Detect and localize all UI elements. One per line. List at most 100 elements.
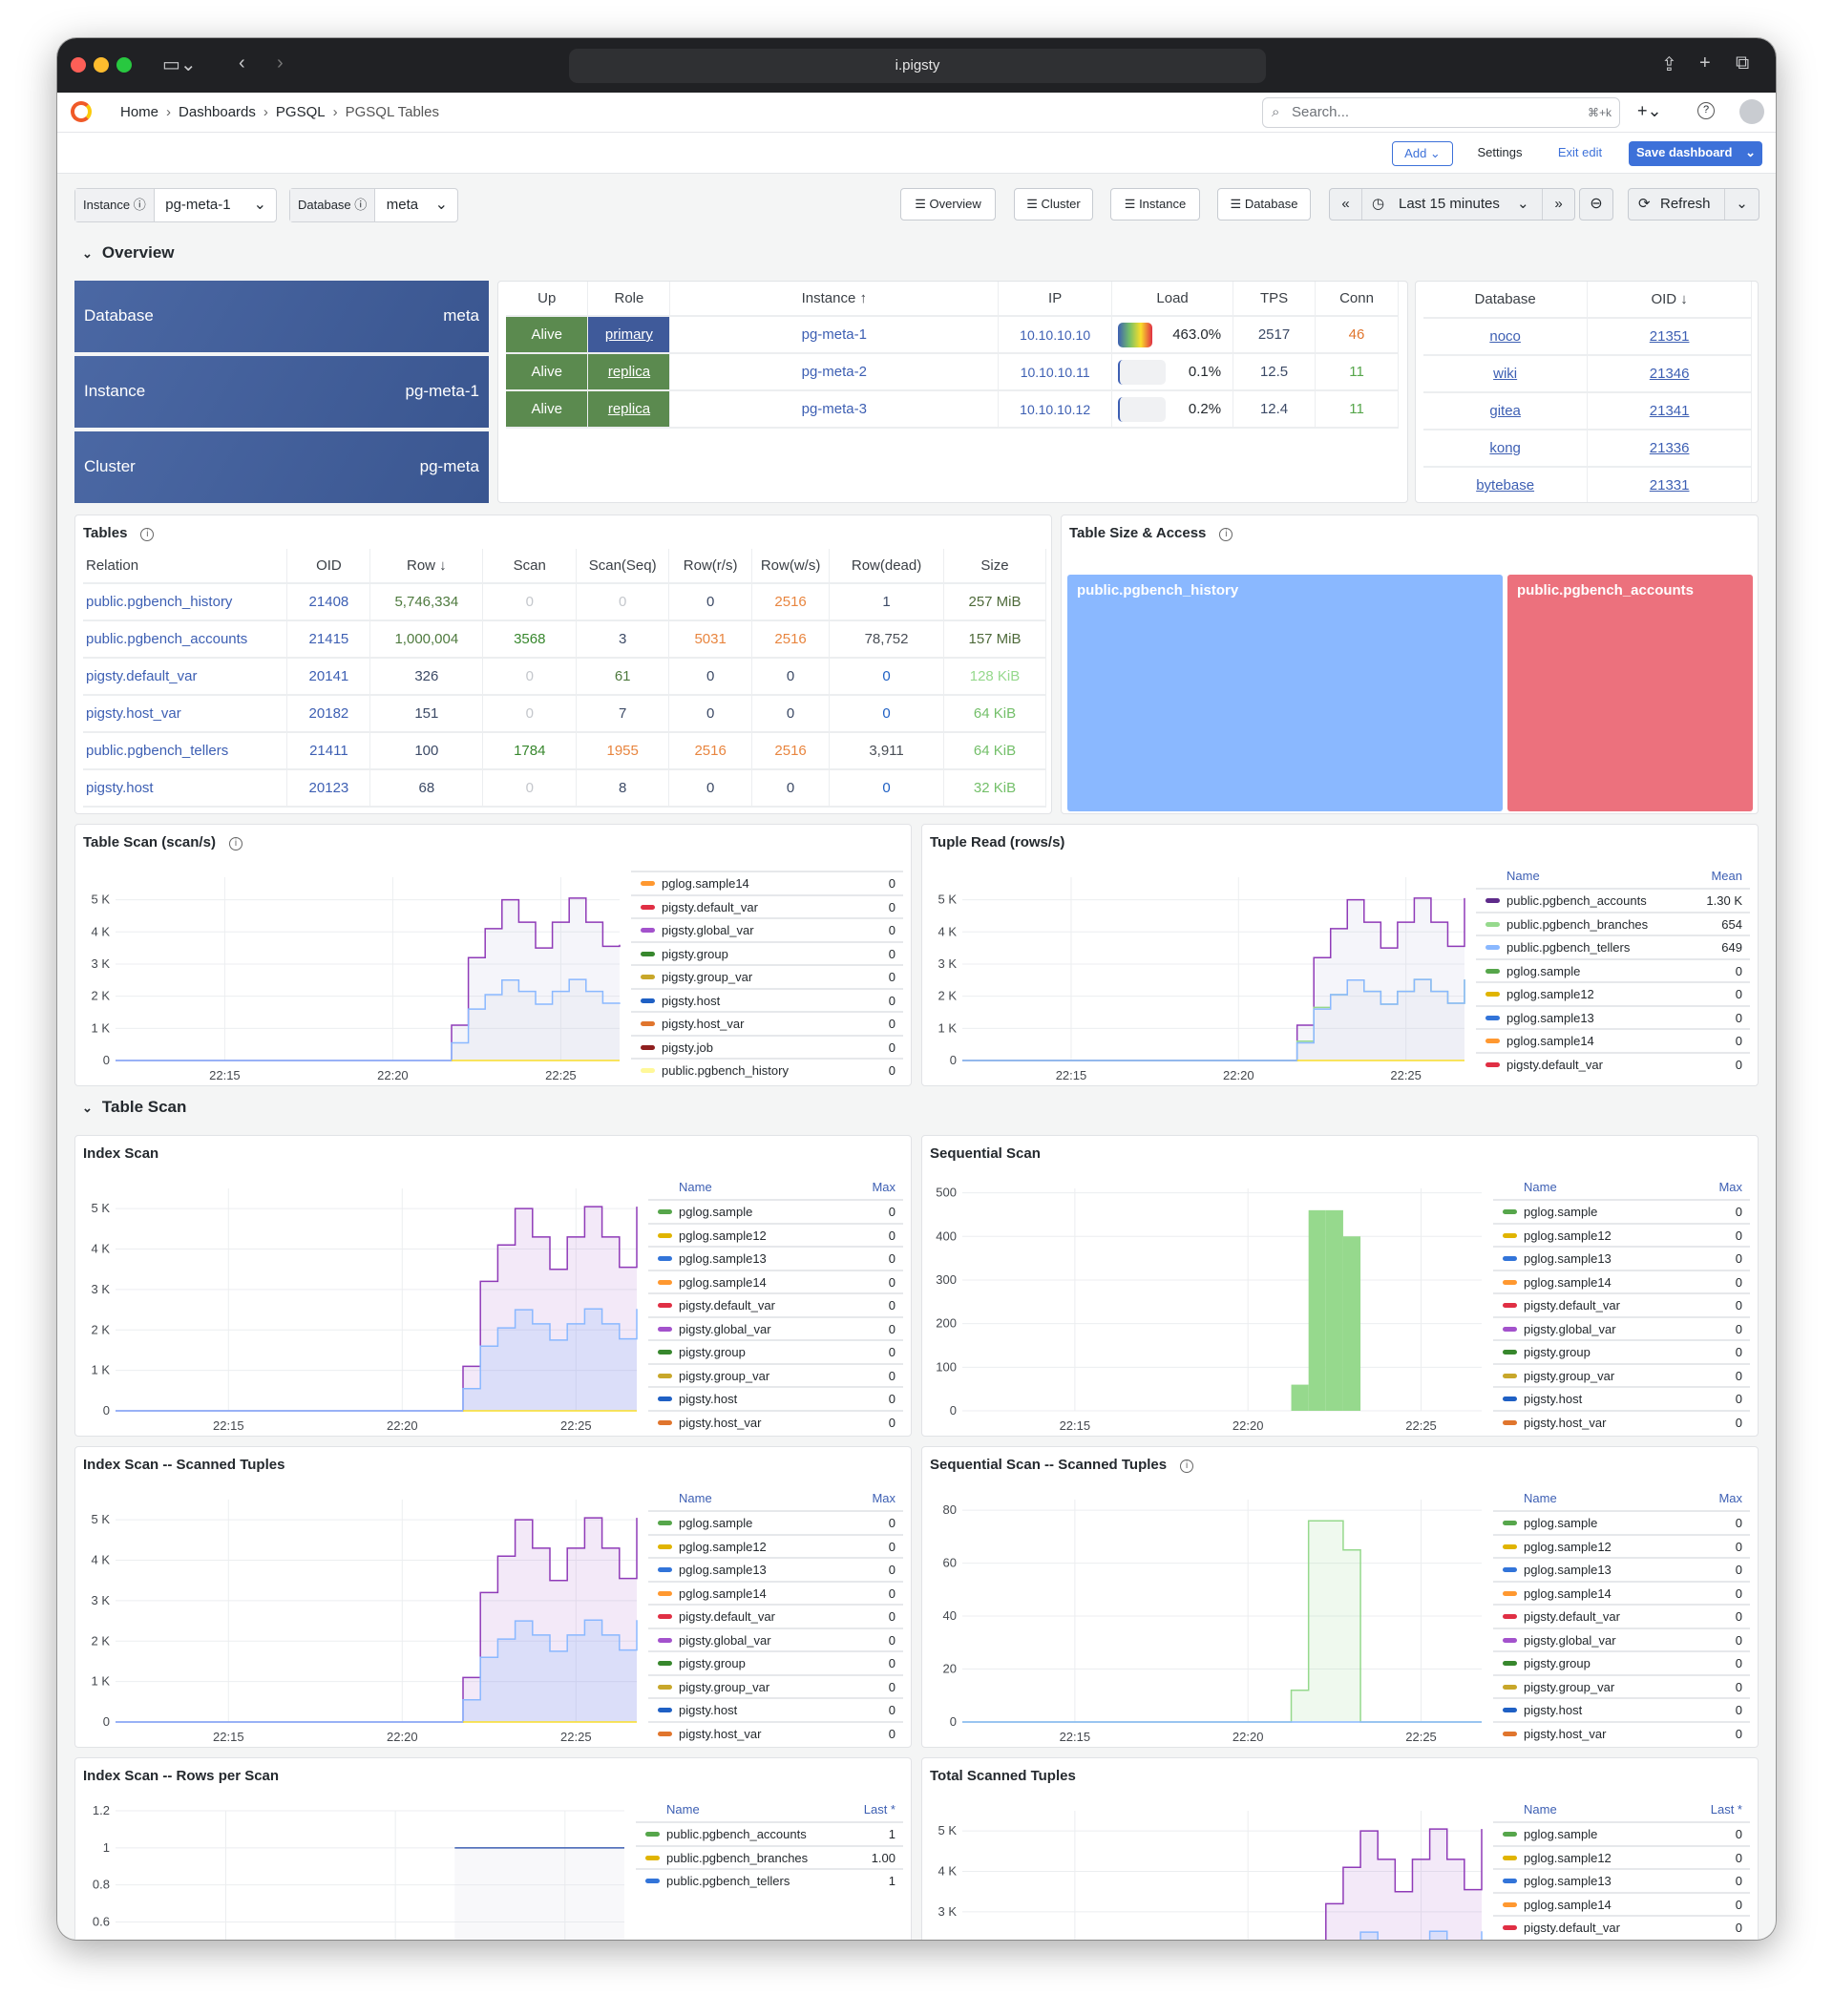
- minimize-window-button[interactable]: [94, 57, 109, 73]
- column-header[interactable]: Load: [1111, 282, 1234, 317]
- legend-item[interactable]: pigsty.global_var 0: [648, 1627, 903, 1651]
- legend-item[interactable]: pigsty.group_var 0: [648, 1673, 903, 1698]
- legend-item[interactable]: pigsty.host 0: [648, 1386, 903, 1410]
- oid-link[interactable]: 21351: [1649, 328, 1690, 345]
- legend-item[interactable]: pglog.sample 0: [648, 1199, 903, 1223]
- database-link[interactable]: gitea: [1489, 403, 1521, 419]
- link-overview[interactable]: ☰ Overview: [900, 188, 996, 220]
- role-cell[interactable]: primary: [587, 316, 671, 354]
- column-header[interactable]: Row ↓: [369, 549, 484, 584]
- time-back-button[interactable]: «: [1330, 189, 1362, 220]
- column-header[interactable]: Row(dead): [829, 549, 945, 584]
- legend-item[interactable]: pglog.sample14 0: [631, 871, 903, 894]
- legend-sort-stat[interactable]: Max: [872, 1491, 895, 1505]
- legend-item[interactable]: pglog.sample13 0: [648, 1557, 903, 1581]
- forward-icon[interactable]: ›: [277, 52, 284, 74]
- oid-link[interactable]: 21336: [1649, 440, 1690, 456]
- help-icon[interactable]: ?: [1697, 102, 1715, 119]
- stat-cluster[interactable]: Cluster pg-meta: [74, 431, 489, 503]
- column-header[interactable]: Instance ↑: [669, 282, 1000, 317]
- legend-item[interactable]: pigsty.global_var 0: [1493, 1627, 1750, 1651]
- search-input[interactable]: ⌕ Search... ⌘+k: [1262, 97, 1620, 128]
- refresh-button[interactable]: ⟳ Refresh ⌄: [1628, 188, 1759, 220]
- oid-link[interactable]: 21341: [1649, 403, 1690, 419]
- back-icon[interactable]: ‹: [239, 52, 245, 74]
- avatar[interactable]: [1739, 99, 1764, 124]
- legend-sort-name[interactable]: Name: [1524, 1802, 1557, 1816]
- legend-item[interactable]: pigsty.group 0: [1493, 1339, 1750, 1363]
- role-cell[interactable]: replica: [587, 353, 671, 391]
- legend-item[interactable]: pigsty.host_var 0: [1493, 1409, 1750, 1434]
- info-icon[interactable]: i: [140, 528, 155, 541]
- info-icon[interactable]: i: [228, 837, 242, 850]
- legend-item[interactable]: pigsty.host_var 0: [648, 1409, 903, 1434]
- column-header[interactable]: IP: [998, 282, 1113, 317]
- row-table-scan[interactable]: ⌄ Table Scan: [82, 1098, 187, 1116]
- relation-link[interactable]: public.pgbench_accounts: [83, 620, 288, 659]
- instance-link[interactable]: pg-meta-3: [669, 390, 1000, 429]
- link-instance[interactable]: ☰ Instance: [1110, 188, 1200, 220]
- relation-link[interactable]: pigsty.default_var: [83, 658, 288, 696]
- legend-item[interactable]: pglog.sample 0: [1493, 1199, 1750, 1223]
- column-header[interactable]: Row(r/s): [668, 549, 753, 584]
- legend-item[interactable]: pigsty.host 0: [1493, 1697, 1750, 1721]
- breadcrumb-pgsql[interactable]: PGSQL: [275, 104, 326, 120]
- row-overview[interactable]: ⌄ Overview: [82, 243, 175, 262]
- relation-link[interactable]: public.pgbench_tellers: [83, 732, 288, 770]
- legend-item[interactable]: public.pgbench_history 0: [631, 1058, 903, 1082]
- legend-item[interactable]: public.pgbench_branches 1.00: [636, 1844, 903, 1869]
- legend-item[interactable]: pigsty.group_var 0: [1493, 1362, 1750, 1387]
- column-header[interactable]: Relation: [83, 549, 288, 584]
- zoom-out-button[interactable]: ⊖: [1579, 188, 1613, 220]
- info-icon[interactable]: i: [1180, 1460, 1194, 1473]
- sidebar-toggle-icon[interactable]: ▭⌄: [162, 54, 197, 75]
- legend-item[interactable]: pglog.sample13 0: [1493, 1868, 1750, 1892]
- column-header[interactable]: Database: [1423, 282, 1589, 319]
- legend-item[interactable]: pglog.sample13 0: [648, 1246, 903, 1270]
- legend-sort-name[interactable]: Name: [679, 1491, 712, 1505]
- legend-item[interactable]: pigsty.group 0: [631, 940, 903, 965]
- add-button[interactable]: Add ⌄: [1392, 141, 1453, 166]
- column-header[interactable]: Scan: [482, 549, 578, 584]
- column-header[interactable]: Row(w/s): [751, 549, 831, 584]
- tabs-overview-icon[interactable]: ⧉: [1736, 52, 1750, 74]
- legend-sort-name[interactable]: Name: [666, 1802, 700, 1816]
- legend-sort-stat[interactable]: Max: [1718, 1491, 1742, 1505]
- legend-item[interactable]: pglog.sample14 0: [1493, 1269, 1750, 1293]
- legend-item[interactable]: pglog.sample14 0: [1476, 1028, 1750, 1052]
- legend-item[interactable]: pigsty.global_var 0: [1493, 1315, 1750, 1340]
- legend-item[interactable]: pigsty.default_var 0: [648, 1604, 903, 1628]
- table-cell[interactable]: 21415: [286, 620, 371, 659]
- legend-item[interactable]: pigsty.job 0: [631, 1034, 903, 1059]
- legend-item[interactable]: pglog.sample 0: [1476, 957, 1750, 982]
- treemap-cell[interactable]: public.pgbench_history: [1067, 575, 1503, 811]
- legend-sort-name[interactable]: Name: [1524, 1491, 1557, 1505]
- column-header[interactable]: Scan(Seq): [576, 549, 670, 584]
- database-link[interactable]: wiki: [1493, 366, 1518, 382]
- address-bar[interactable]: i.pigsty: [569, 49, 1266, 83]
- legend-item[interactable]: pglog.sample 0: [1493, 1510, 1750, 1534]
- table-cell[interactable]: 20123: [286, 769, 371, 808]
- legend-item[interactable]: pigsty.group_var 0: [631, 964, 903, 988]
- legend-item[interactable]: pglog.sample14 0: [648, 1269, 903, 1293]
- legend-sort-stat[interactable]: Mean: [1711, 869, 1742, 883]
- exit-edit-button[interactable]: Exit edit: [1557, 145, 1603, 159]
- legend-item[interactable]: pigsty.default_var 0: [1493, 1604, 1750, 1628]
- legend-item[interactable]: pigsty.default_var 0: [1493, 1292, 1750, 1316]
- link-database[interactable]: ☰ Database: [1217, 188, 1311, 220]
- legend-item[interactable]: pglog.sample14 0: [1493, 1891, 1750, 1916]
- legend-item[interactable]: pigsty.global_var 0: [648, 1315, 903, 1340]
- role-link[interactable]: primary: [604, 326, 653, 343]
- legend-item[interactable]: pigsty.global_var 0: [631, 917, 903, 941]
- oid-link[interactable]: 21346: [1649, 366, 1690, 382]
- stat-database[interactable]: Database meta: [74, 281, 489, 352]
- relation-link[interactable]: pigsty.host_var: [83, 695, 288, 733]
- legend-item[interactable]: pigsty.default_var 0: [648, 1292, 903, 1316]
- legend-item[interactable]: pigsty.host_var 0: [1493, 1720, 1750, 1745]
- legend-item[interactable]: public.pgbench_branches 654: [1476, 911, 1750, 935]
- instance-link[interactable]: pg-meta-2: [669, 353, 1000, 391]
- save-dashboard-button[interactable]: Save dashboard ⌄: [1629, 141, 1762, 166]
- database-link[interactable]: kong: [1489, 440, 1521, 456]
- legend-sort-stat[interactable]: Max: [1718, 1180, 1742, 1194]
- share-icon[interactable]: ⇪: [1661, 54, 1677, 75]
